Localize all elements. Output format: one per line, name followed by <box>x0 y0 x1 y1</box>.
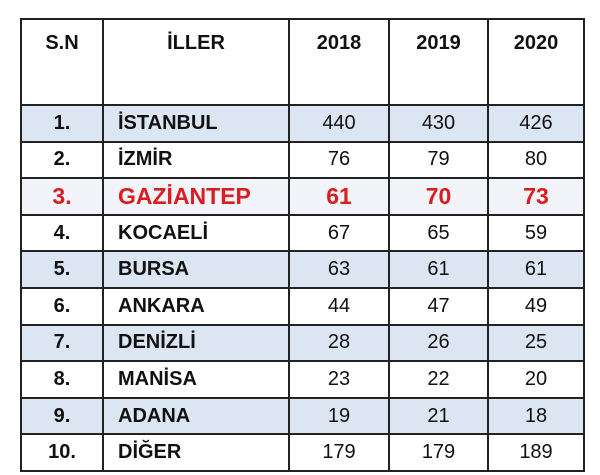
value-cell: 22 <box>388 360 489 399</box>
data-table: S.N İLLER 2018 2019 2020 1. İSTANBUL 440 430 426… <box>20 18 585 472</box>
province-cell: DİĞER <box>102 433 290 472</box>
header-row: S.N İLLER 2018 2019 2020 <box>20 18 585 106</box>
value-cell: 179 <box>288 433 390 472</box>
rank-cell: 5. <box>20 250 104 289</box>
province-cell: MANİSA <box>102 360 290 399</box>
table-row: 9. ADANA 19 21 18 <box>20 396 585 436</box>
table-row: 5. BURSA 63 61 61 <box>20 250 585 289</box>
value-cell: 28 <box>288 323 390 363</box>
value-cell: 65 <box>388 213 489 253</box>
value-cell: 61 <box>388 250 489 289</box>
header-cell: 2018 <box>288 18 390 106</box>
table-row: 4. KOCAELİ 67 65 59 <box>20 213 585 253</box>
province-cell: İZMİR <box>102 140 290 180</box>
rank-cell: 9. <box>20 396 104 436</box>
table-container: S.N İLLER 2018 2019 2020 1. İSTANBUL 440 430 426… <box>20 18 585 472</box>
value-cell: 79 <box>388 140 489 180</box>
table-row: 10. DİĞER 179 179 189 <box>20 433 585 472</box>
table-row: 7. DENİZLİ 28 26 25 <box>20 323 585 363</box>
rank-cell: 2. <box>20 140 104 180</box>
table-row: 8. MANİSA 23 22 20 <box>20 360 585 399</box>
header-cell: 2020 <box>487 18 585 106</box>
value-cell: 426 <box>487 104 585 143</box>
value-cell: 76 <box>288 140 390 180</box>
header-cell: S.N <box>20 18 104 106</box>
header-cell: 2019 <box>388 18 489 106</box>
value-cell: 21 <box>388 396 489 436</box>
rank-cell: 7. <box>20 323 104 363</box>
province-cell: BURSA <box>102 250 290 289</box>
value-cell: 179 <box>388 433 489 472</box>
value-cell: 23 <box>288 360 390 399</box>
value-cell: 20 <box>487 360 585 399</box>
province-cell: ANKARA <box>102 286 290 326</box>
table-row: 2. İZMİR 76 79 80 <box>20 140 585 180</box>
value-cell: 73 <box>487 177 585 216</box>
header-cell: İLLER <box>102 18 290 106</box>
rank-cell: 1. <box>20 104 104 143</box>
value-cell: 63 <box>288 250 390 289</box>
rank-cell: 10. <box>20 433 104 472</box>
table-row: 6. ANKARA 44 47 49 <box>20 286 585 326</box>
province-cell: KOCAELİ <box>102 213 290 253</box>
table-row: 1. İSTANBUL 440 430 426 <box>20 104 585 143</box>
value-cell: 44 <box>288 286 390 326</box>
rank-cell: 8. <box>20 360 104 399</box>
value-cell: 59 <box>487 213 585 253</box>
rank-cell: 3. <box>20 177 104 216</box>
value-cell: 19 <box>288 396 390 436</box>
value-cell: 18 <box>487 396 585 436</box>
value-cell: 67 <box>288 213 390 253</box>
province-cell: İSTANBUL <box>102 104 290 143</box>
rank-cell: 4. <box>20 213 104 253</box>
value-cell: 47 <box>388 286 489 326</box>
value-cell: 25 <box>487 323 585 363</box>
value-cell: 61 <box>288 177 390 216</box>
value-cell: 70 <box>388 177 489 216</box>
table-body: 1. İSTANBUL 440 430 426 2. İZMİR 76 79 80 3. GAZİAN… <box>20 104 585 472</box>
table-row: 3. GAZİANTEP 61 70 73 <box>20 177 585 216</box>
province-cell: GAZİANTEP <box>102 177 290 216</box>
rank-cell: 6. <box>20 286 104 326</box>
value-cell: 49 <box>487 286 585 326</box>
value-cell: 61 <box>487 250 585 289</box>
value-cell: 440 <box>288 104 390 143</box>
value-cell: 80 <box>487 140 585 180</box>
value-cell: 189 <box>487 433 585 472</box>
province-cell: DENİZLİ <box>102 323 290 363</box>
value-cell: 430 <box>388 104 489 143</box>
province-cell: ADANA <box>102 396 290 436</box>
value-cell: 26 <box>388 323 489 363</box>
